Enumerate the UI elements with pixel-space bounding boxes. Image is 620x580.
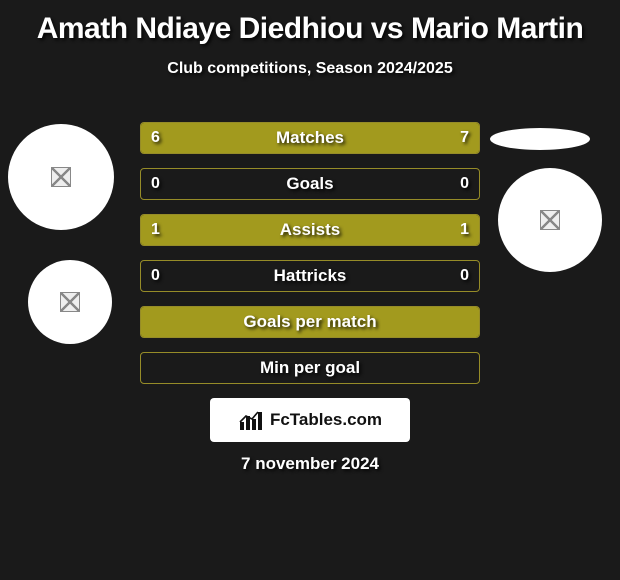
stats-container: 6 Matches 7 0 Goals 0 1 Assists 1 0 Hattricks 0 Goal…	[140, 122, 480, 398]
fctables-logo-icon	[238, 408, 266, 432]
page-title: Amath Ndiaye Diedhiou vs Mario Martin	[0, 0, 620, 46]
player-avatar-placeholder	[8, 124, 114, 230]
stat-row: Goals per match	[140, 306, 480, 338]
stat-value-right: 7	[460, 129, 469, 147]
stat-value-right: 0	[460, 175, 469, 193]
broken-image-icon	[51, 167, 71, 187]
date-label: 7 november 2024	[0, 454, 620, 474]
stat-value-left: 1	[151, 221, 160, 239]
bar-left	[141, 123, 296, 153]
stat-label: Hattricks	[274, 266, 347, 286]
broken-image-icon	[540, 210, 560, 230]
stat-value-right: 0	[460, 267, 469, 285]
player-avatar-placeholder	[28, 260, 112, 344]
decorative-ellipse	[490, 128, 590, 150]
player-avatar-placeholder	[498, 168, 602, 272]
stat-value-left: 6	[151, 129, 160, 147]
stat-label: Matches	[276, 128, 344, 148]
stat-label: Goals	[286, 174, 333, 194]
page-subtitle: Club competitions, Season 2024/2025	[0, 60, 620, 78]
stat-row: 0 Goals 0	[140, 168, 480, 200]
stat-row: Min per goal	[140, 352, 480, 384]
stat-row: 1 Assists 1	[140, 214, 480, 246]
stat-row: 6 Matches 7	[140, 122, 480, 154]
stat-value-left: 0	[151, 267, 160, 285]
footer-badge[interactable]: FcTables.com	[210, 398, 410, 442]
stat-label: Min per goal	[260, 358, 360, 378]
broken-image-icon	[60, 292, 80, 312]
footer-label: FcTables.com	[270, 410, 382, 430]
stat-row: 0 Hattricks 0	[140, 260, 480, 292]
stat-value-left: 0	[151, 175, 160, 193]
stat-label: Goals per match	[243, 312, 376, 332]
stat-label: Assists	[280, 220, 340, 240]
stat-value-right: 1	[460, 221, 469, 239]
